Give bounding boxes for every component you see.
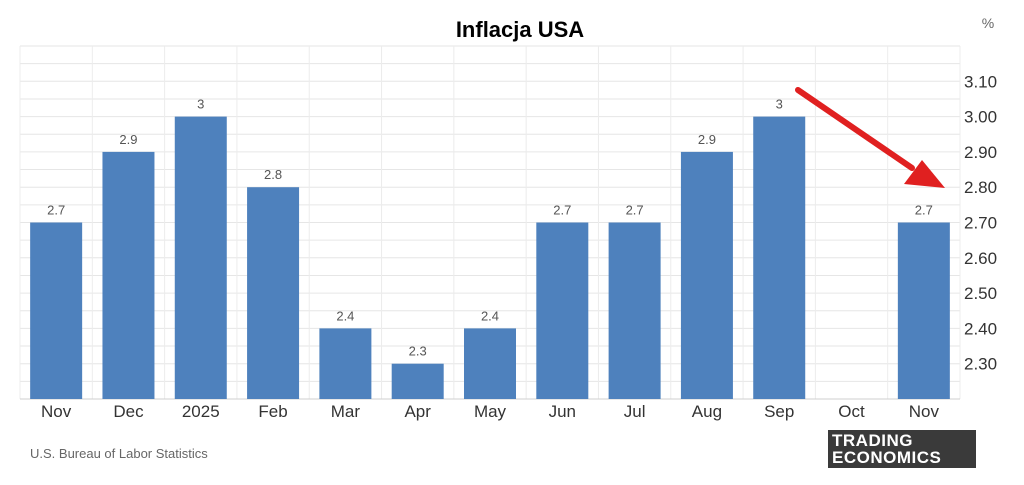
source-note: U.S. Bureau of Labor Statistics xyxy=(30,446,208,461)
y-tick-label: 2.60 xyxy=(964,249,997,268)
bar xyxy=(536,222,589,399)
x-tick-label: Oct xyxy=(838,402,865,421)
y-tick-label: 2.90 xyxy=(964,143,997,162)
data-label: 3 xyxy=(776,97,783,112)
y-tick-label: 2.70 xyxy=(964,214,997,233)
y-tick-label: 2.30 xyxy=(964,355,997,374)
x-tick-label: May xyxy=(474,402,507,421)
data-label: 3 xyxy=(197,97,204,112)
x-tick-label: Feb xyxy=(258,402,287,421)
y-tick-label: 3.00 xyxy=(964,108,997,127)
y-axis-unit: % xyxy=(982,15,994,31)
x-tick-label: Apr xyxy=(404,402,431,421)
x-tick-label: Nov xyxy=(41,402,72,421)
data-label: 2.7 xyxy=(626,203,644,218)
bar xyxy=(608,222,661,399)
bars xyxy=(30,116,950,399)
trading-economics-logo: TRADING ECONOMICS xyxy=(828,430,976,468)
arrow-head-icon xyxy=(904,160,945,188)
data-label: 2.8 xyxy=(264,167,282,182)
x-tick-label: Jun xyxy=(549,402,576,421)
bar xyxy=(680,151,733,399)
x-tick-label: Jul xyxy=(624,402,646,421)
data-label: 2.7 xyxy=(915,203,933,218)
chart-title: Inflacja USA xyxy=(456,17,584,42)
x-tick-label: Mar xyxy=(331,402,361,421)
bar xyxy=(247,187,300,399)
x-tick-label: 2025 xyxy=(182,402,220,421)
bar xyxy=(102,151,155,399)
data-label: 2.9 xyxy=(119,132,137,147)
data-label: 2.4 xyxy=(481,308,499,323)
y-axis-ticks: 2.30 2.40 2.50 2.60 2.70 2.80 2.90 3.00 3.10 xyxy=(964,72,997,373)
bar xyxy=(897,222,950,399)
logo-line-1: TRADING xyxy=(832,431,913,450)
data-label: 2.7 xyxy=(47,203,65,218)
y-tick-label: 3.10 xyxy=(964,72,997,91)
trend-arrow xyxy=(795,87,945,188)
bar xyxy=(319,328,372,399)
arrow-shaft xyxy=(795,87,915,171)
y-tick-label: 2.80 xyxy=(964,178,997,197)
data-label: 2.9 xyxy=(698,132,716,147)
data-labels: 2.7 2.9 3 2.8 2.4 2.3 2.4 2.7 2.7 2.9 3 2.7 xyxy=(47,97,933,359)
x-tick-label: Aug xyxy=(692,402,722,421)
x-tick-label: Dec xyxy=(113,402,144,421)
bar xyxy=(174,116,227,399)
data-label: 2.7 xyxy=(553,203,571,218)
bar xyxy=(30,222,83,399)
bar xyxy=(753,116,806,399)
logo-line-2: ECONOMICS xyxy=(832,448,942,467)
data-label: 2.3 xyxy=(409,344,427,359)
y-tick-label: 2.50 xyxy=(964,284,997,303)
x-axis-ticks: Nov Dec 2025 Feb Mar Apr May Jun Jul Aug Sep Oct Nov xyxy=(41,402,939,421)
bar xyxy=(391,363,444,399)
bar xyxy=(464,328,516,399)
y-tick-label: 2.40 xyxy=(964,319,997,338)
x-tick-label: Nov xyxy=(909,402,940,421)
x-tick-label: Sep xyxy=(764,402,794,421)
data-label: 2.4 xyxy=(336,308,354,323)
